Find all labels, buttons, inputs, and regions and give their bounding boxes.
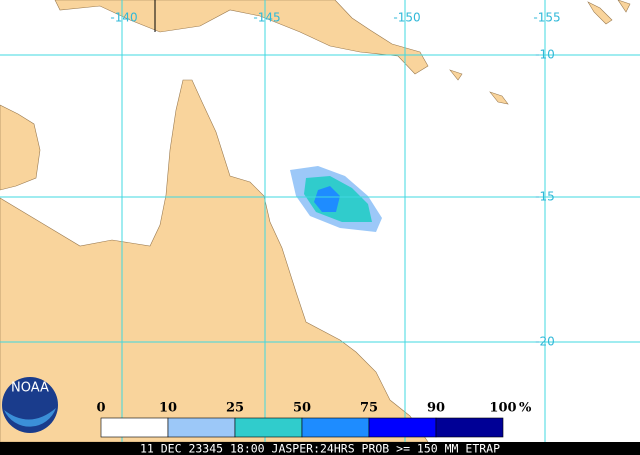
colorbar-label: 25	[226, 401, 244, 416]
land-queensland	[0, 79, 429, 443]
land-arnhem	[0, 104, 41, 191]
colorbar-swatch	[167, 417, 236, 438]
longitude-label: -150	[393, 11, 420, 25]
colorbar-label: 75	[360, 401, 378, 416]
logo-text: NOAA	[11, 381, 49, 396]
colorbar-label: 90	[427, 401, 445, 416]
colorbar-label: 50	[293, 401, 311, 416]
colorbar-swatch	[234, 417, 303, 438]
colorbar-swatch	[100, 417, 169, 438]
footer-bar	[0, 442, 640, 455]
colorbar-label: 0	[96, 401, 105, 416]
colorbar-unit: %	[519, 401, 532, 416]
longitude-label: -155	[533, 11, 560, 25]
colorbar-label: 100	[489, 401, 516, 416]
latitude-label: -10	[535, 48, 555, 62]
island	[617, 0, 631, 13]
colorbar-label: 10	[159, 401, 177, 416]
latitude-label: -20	[535, 335, 555, 349]
footer-text: 11 DEC 23345 18:00 JASPER:24HRS PROB >= …	[140, 442, 500, 455]
island	[489, 91, 509, 105]
colorbar-swatch	[301, 417, 370, 438]
land-new-guinea	[54, 0, 429, 75]
longitude-label: -140	[110, 11, 137, 25]
island	[587, 1, 613, 25]
colorbar-swatch	[435, 417, 504, 438]
longitude-label: -145	[253, 11, 280, 25]
latitude-label: -15	[535, 190, 555, 204]
logo-wave	[4, 408, 56, 427]
colorbar-swatch	[368, 417, 437, 438]
island	[449, 69, 463, 81]
prob-area-50	[314, 186, 340, 212]
